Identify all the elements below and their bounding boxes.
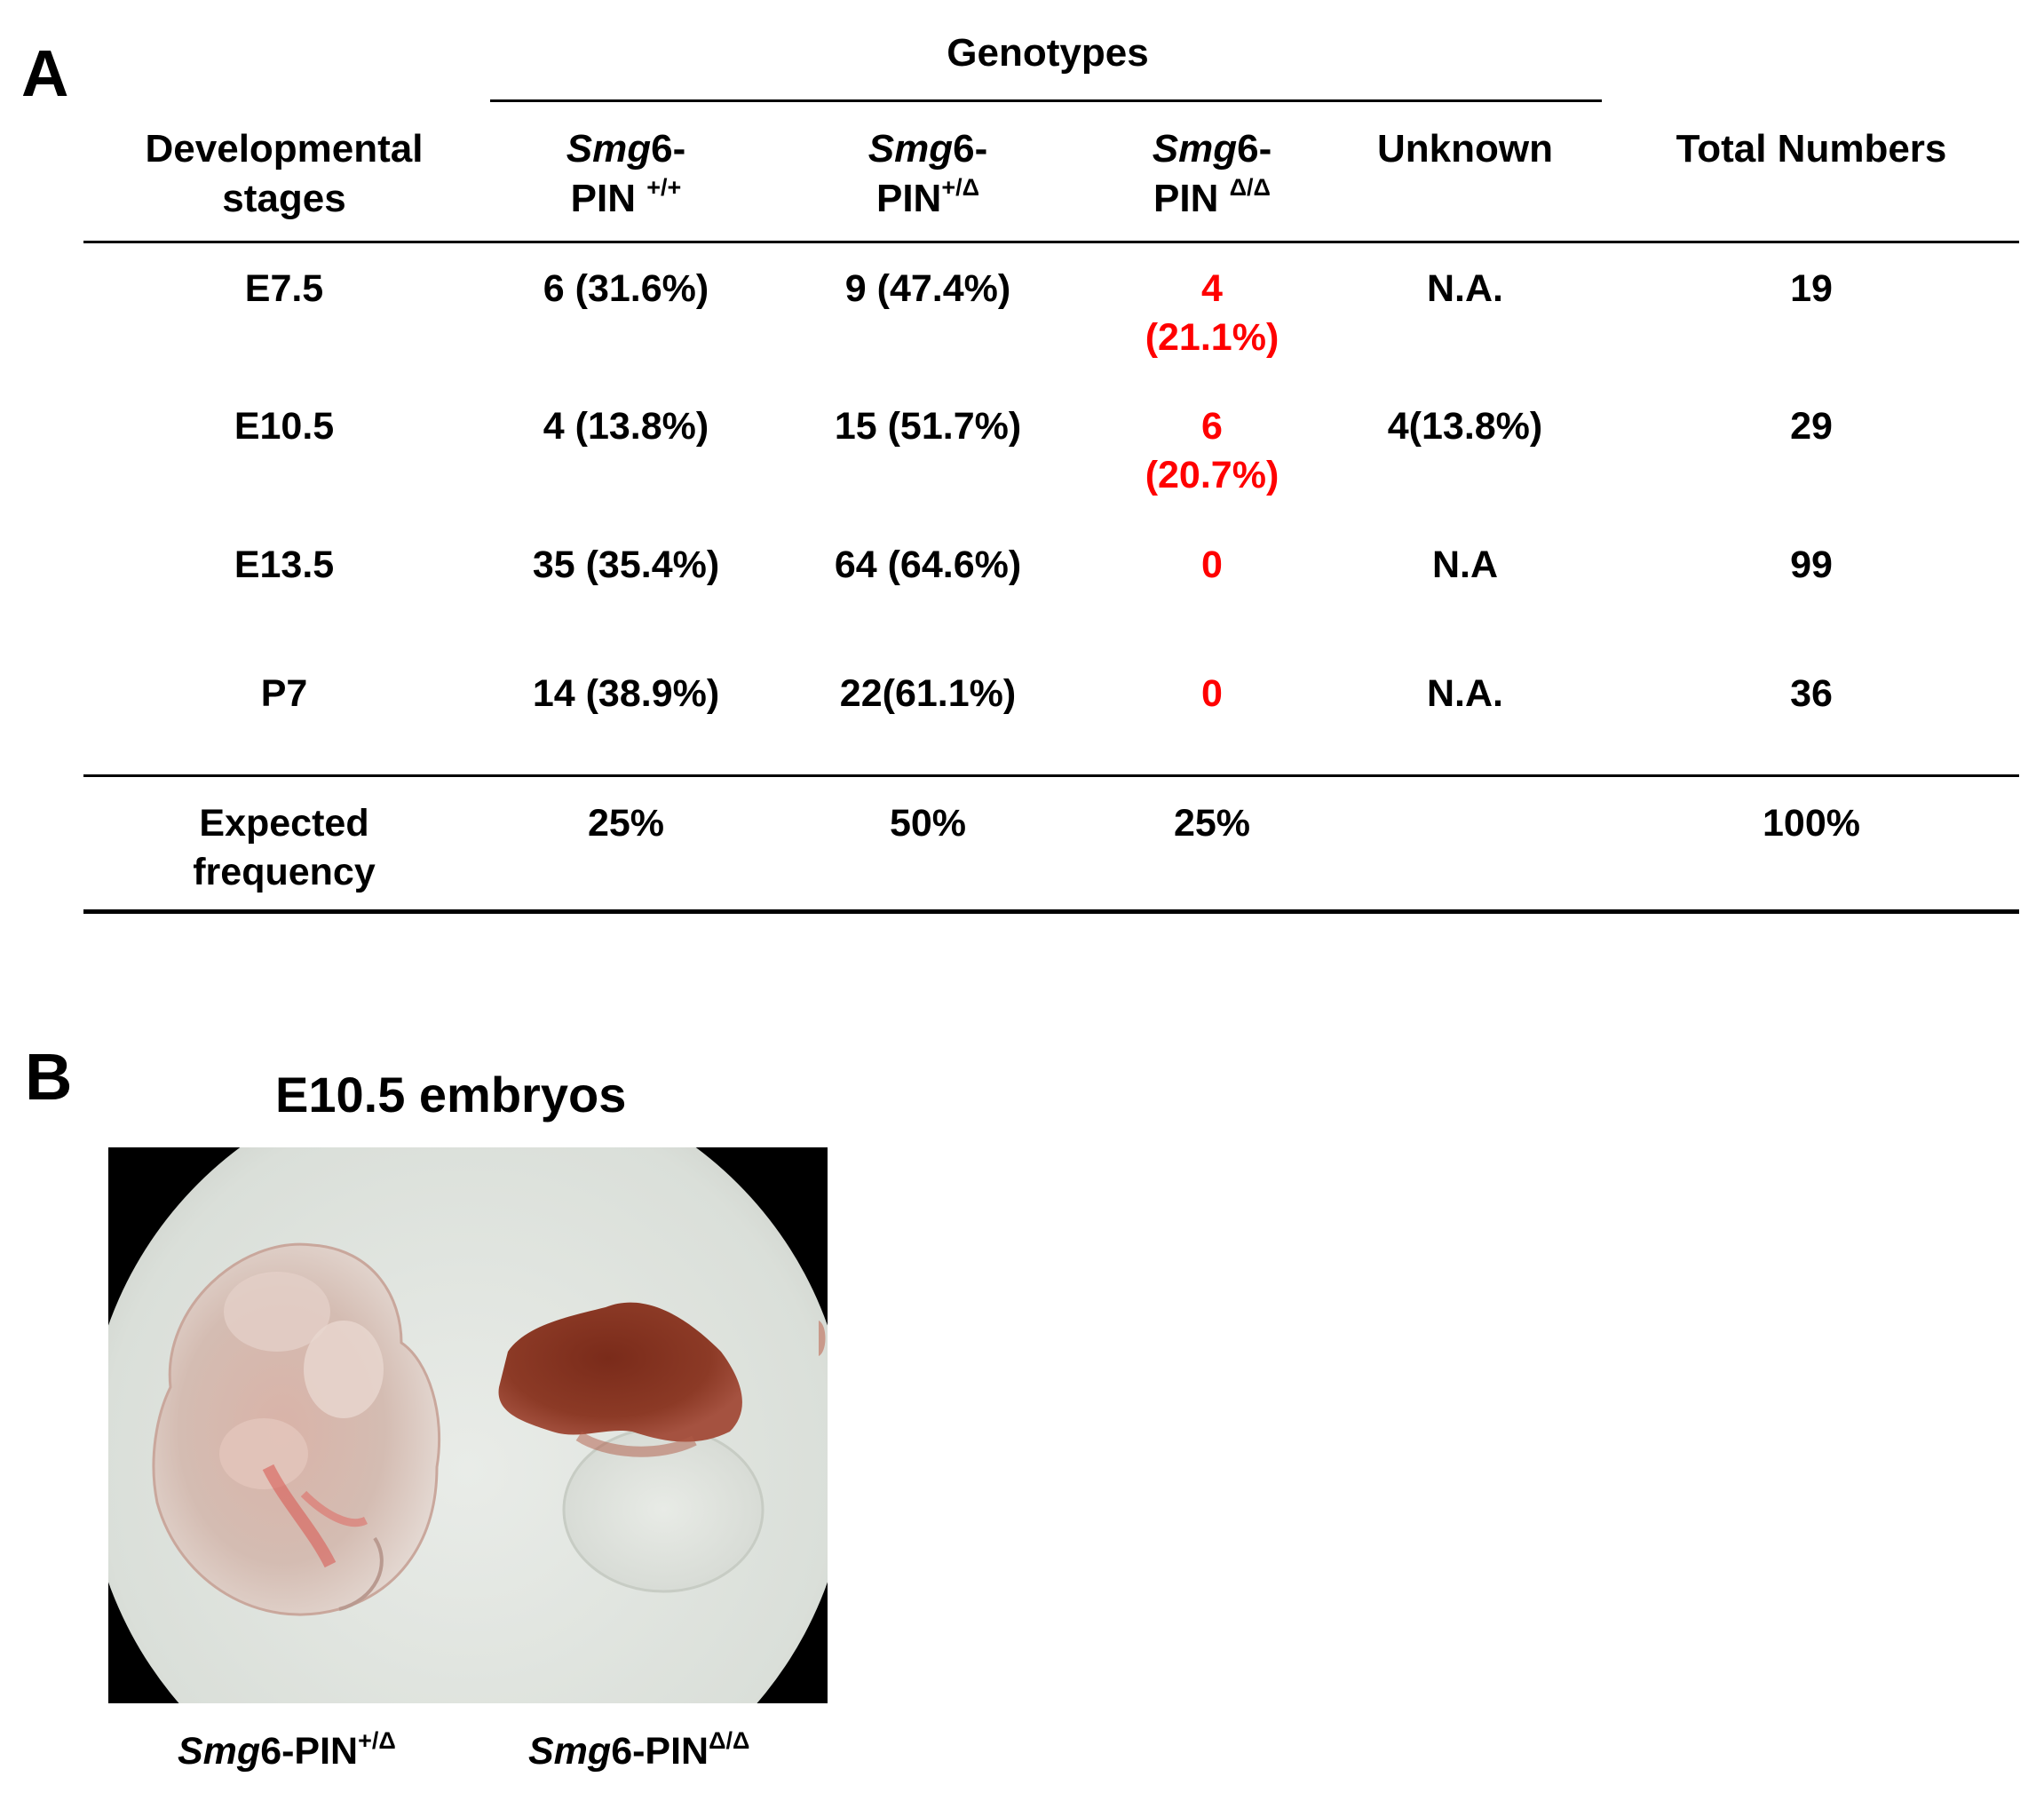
table-cell-total: 19 bbox=[1790, 267, 1833, 310]
table-cell-unknown: 4(13.8%) bbox=[1387, 405, 1543, 448]
header-smg6-het: Smg6- PIN+/Δ bbox=[868, 127, 988, 220]
table-row-stage: E7.5 bbox=[244, 267, 324, 310]
header-rule bbox=[83, 241, 2019, 243]
panel-b-label: B bbox=[25, 1040, 73, 1114]
expected-wt: 25% bbox=[587, 802, 665, 845]
header-developmental-stages: Developmental stages bbox=[145, 127, 424, 220]
table-row-stage: E10.5 bbox=[234, 405, 335, 448]
table-cell-ko: 6 (20.7%) bbox=[1145, 405, 1279, 496]
panel-a-label: A bbox=[21, 36, 69, 110]
table-cell-wt: 6 (31.6%) bbox=[543, 267, 709, 310]
table-cell-het: 9 (47.4%) bbox=[844, 267, 1011, 310]
table-cell-total: 29 bbox=[1790, 405, 1833, 448]
expected-rule bbox=[83, 774, 2019, 777]
header-smg6-wt: Smg6- PIN +/+ bbox=[566, 127, 686, 220]
expected-het: 50% bbox=[889, 802, 967, 845]
expected-ko: 25% bbox=[1173, 802, 1251, 845]
table-cell-total: 99 bbox=[1790, 543, 1833, 586]
table-cell-unknown: N.A. bbox=[1427, 672, 1503, 715]
table-cell-het: 15 (51.7%) bbox=[834, 405, 1022, 448]
table-cell-ko: 4 (21.1%) bbox=[1145, 267, 1279, 359]
caption-het: Smg6-PIN+/Δ bbox=[178, 1726, 396, 1773]
panel-b-title: E10.5 embryos bbox=[275, 1067, 627, 1123]
table-cell-wt: 14 (38.9%) bbox=[532, 672, 720, 715]
table-cell-ko: 0 bbox=[1201, 672, 1223, 715]
table-cell-wt: 35 (35.4%) bbox=[532, 543, 720, 586]
embryo-photo bbox=[86, 1072, 850, 1793]
table-cell-unknown: N.A. bbox=[1427, 267, 1503, 310]
table-cell-het: 64 (64.6%) bbox=[834, 543, 1022, 586]
expected-total: 100% bbox=[1763, 802, 1860, 845]
genotypes-underline bbox=[490, 99, 1602, 102]
ko-embryo bbox=[498, 1302, 826, 1593]
table-cell-unknown: N.A bbox=[1431, 543, 1499, 586]
genotypes-header: Genotypes bbox=[947, 31, 1149, 75]
table-bottom-rule bbox=[83, 909, 2019, 914]
header-smg6-ko: Smg6- PIN Δ/Δ bbox=[1152, 127, 1272, 220]
het-embryo bbox=[152, 1242, 441, 1616]
table-row-stage: E13.5 bbox=[234, 543, 335, 586]
table-cell-ko: 0 bbox=[1201, 543, 1223, 586]
table-cell-wt: 4 (13.8%) bbox=[543, 405, 709, 448]
table-row-stage: P7 bbox=[260, 672, 308, 715]
header-total-numbers: Total Numbers bbox=[1676, 127, 1947, 171]
table-cell-total: 36 bbox=[1790, 672, 1833, 715]
expected-frequency-label: Expected frequency bbox=[193, 802, 376, 893]
header-unknown: Unknown bbox=[1377, 127, 1553, 171]
table-cell-het: 22(61.1%) bbox=[839, 672, 1017, 715]
caption-ko: Smg6-PINΔ/Δ bbox=[528, 1726, 750, 1773]
